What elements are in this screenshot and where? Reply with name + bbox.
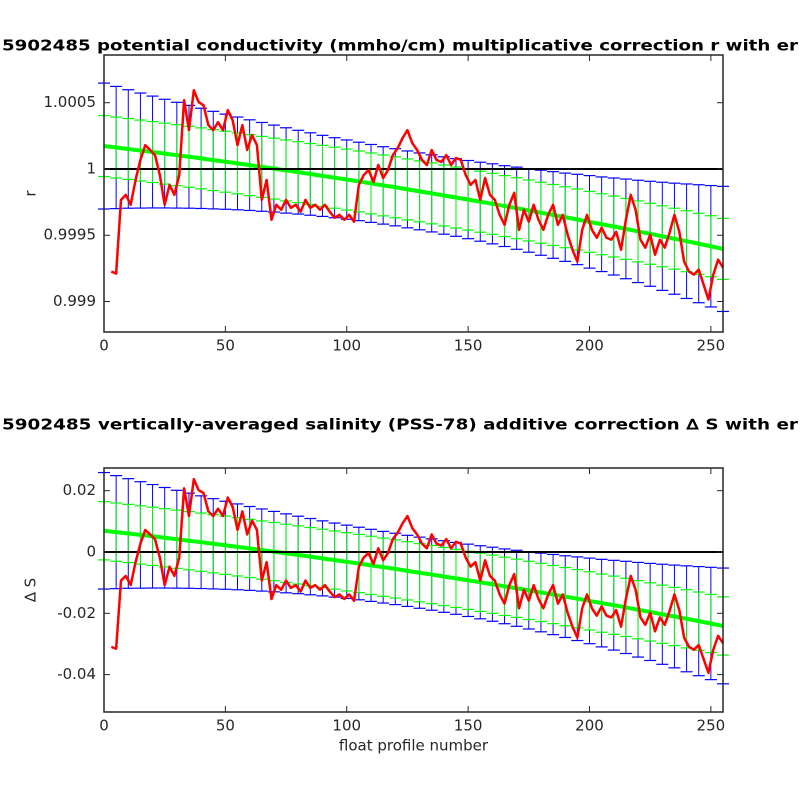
y-tick-label: 1	[86, 159, 96, 177]
x-tick-label: 0	[99, 337, 109, 355]
axes-box	[103, 54, 724, 333]
y-tick-label: -0.02	[57, 604, 96, 622]
chart-title: 5902485 vertically-averaged salinity (PS…	[2, 416, 799, 434]
subplot: 5902485 potential conductivity (mmho/cm)…	[2, 37, 799, 355]
y-tick-label: 0.999	[53, 292, 96, 310]
fit-line	[103, 144, 724, 251]
y-tick-label: 1.0005	[44, 93, 97, 111]
chart-title: 5902485 potential conductivity (mmho/cm)…	[2, 37, 799, 55]
y-tick-label: 0	[86, 542, 96, 560]
y-axis-label: r	[22, 190, 40, 197]
fit-line	[103, 528, 724, 628]
data-line	[110, 477, 725, 675]
x-tick-label: 150	[454, 717, 483, 735]
data-line	[110, 89, 725, 301]
x-tick-label: 200	[575, 717, 604, 735]
x-tick-label: 250	[697, 337, 726, 355]
y-axis-label: ∆ S	[22, 578, 40, 603]
x-tick-label: 50	[216, 717, 235, 735]
x-axis-label: float profile number	[339, 737, 489, 755]
x-tick-label: 0	[99, 717, 109, 735]
x-tick-label: 50	[216, 337, 235, 355]
x-tick-label: 250	[697, 717, 726, 735]
y-tick-label: 0.02	[63, 481, 96, 499]
axes-box	[103, 467, 724, 713]
x-tick-label: 100	[332, 717, 361, 735]
x-tick-label: 150	[454, 337, 483, 355]
y-tick-label: -0.04	[57, 665, 96, 683]
subplot: 5902485 vertically-averaged salinity (PS…	[2, 416, 799, 755]
x-tick-label: 100	[332, 337, 361, 355]
x-tick-label: 200	[575, 337, 604, 355]
y-tick-label: 0.9995	[44, 226, 97, 244]
